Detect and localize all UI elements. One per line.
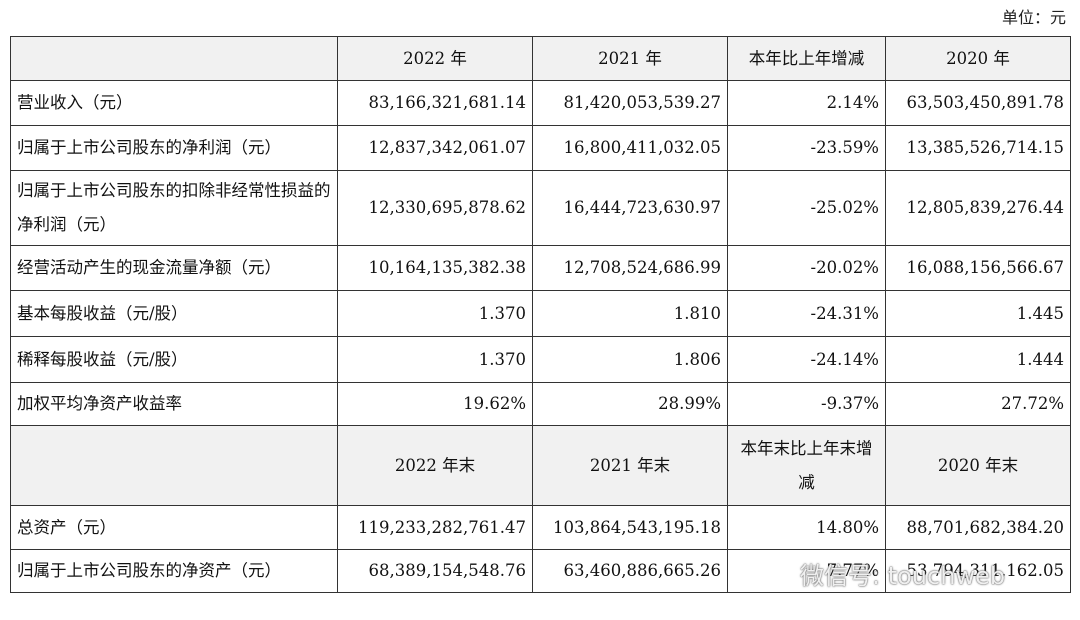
data-row: 加权平均净资产收益率 19.62% 28.99% -9.37% 27.72% bbox=[10, 382, 1071, 426]
header-row: 2022 年末 2021 年末 本年末比上年末增减 2020 年末 bbox=[10, 425, 1071, 506]
cell: 63,460,886,665.26 bbox=[532, 549, 728, 593]
header-row: 2022 年 2021 年本年比上年增减 2020 年 bbox=[10, 36, 1071, 81]
financial-table: 2022 年 2021 年本年比上年增减 2020 年营业收入（元） 83,166,3… bbox=[10, 36, 1071, 593]
cell: 营业收入（元） bbox=[10, 80, 338, 126]
cell: 12,837,342,061.07 bbox=[337, 125, 533, 171]
cell: 12,330,695,878.62 bbox=[337, 170, 533, 246]
cell: 83,166,321,681.14 bbox=[337, 80, 533, 126]
unit-label: 单位：元 bbox=[1001, 8, 1066, 27]
cell: 基本每股收益（元/股） bbox=[10, 290, 338, 337]
cell: 63,503,450,891.78 bbox=[885, 80, 1071, 126]
cell: 27.72% bbox=[885, 382, 1071, 426]
cell: 7.77% bbox=[727, 549, 886, 593]
cell: 103,864,543,195.18 bbox=[532, 505, 728, 550]
cell: -24.31% bbox=[727, 290, 886, 337]
cell: 13,385,526,714.15 bbox=[885, 125, 1071, 171]
cell: 2020 年末 bbox=[885, 425, 1071, 506]
cell: -23.59% bbox=[727, 125, 886, 171]
cell: 2.14% bbox=[727, 80, 886, 126]
data-row: 基本每股收益（元/股） 1.370 1.810 -24.31% 1.445 bbox=[10, 290, 1071, 337]
cell: 本年末比上年末增减 bbox=[727, 425, 886, 506]
cell: 16,088,156,566.67 bbox=[885, 245, 1071, 291]
cell: 加权平均净资产收益率 bbox=[10, 382, 338, 426]
cell: 1.444 bbox=[885, 336, 1071, 383]
data-row: 稀释每股收益（元/股） 1.370 1.806 -24.14% 1.444 bbox=[10, 336, 1071, 383]
data-row: 归属于上市公司股东的净利润（元） 12,837,342,061.07 16,800,… bbox=[10, 125, 1071, 171]
cell: 总资产（元） bbox=[10, 505, 338, 550]
cell: 88,701,682,384.20 bbox=[885, 505, 1071, 550]
cell: 119,233,282,761.47 bbox=[337, 505, 533, 550]
data-row: 总资产（元） 119,233,282,761.47 103,864,543,195.… bbox=[10, 505, 1071, 550]
cell: 12,805,839,276.44 bbox=[885, 170, 1071, 246]
cell: 2021 年 bbox=[532, 36, 728, 81]
cell: -9.37% bbox=[727, 382, 886, 426]
cell: 1.810 bbox=[532, 290, 728, 337]
cell: 2022 年 bbox=[337, 36, 533, 81]
cell: 28.99% bbox=[532, 382, 728, 426]
data-row: 归属于上市公司股东的扣除非经常性损益的净利润（元） 12,330,695,878.… bbox=[10, 170, 1071, 246]
cell: 归属于上市公司股东的净资产（元） bbox=[10, 549, 338, 593]
data-row: 经营活动产生的现金流量净额（元） 10,164,135,382.38 12,708,… bbox=[10, 245, 1071, 291]
data-row: 归属于上市公司股东的净资产（元） 68,389,154,548.76 63,460,… bbox=[10, 549, 1071, 593]
cell: 稀释每股收益（元/股） bbox=[10, 336, 338, 383]
watermark: 微信号: touchweb bbox=[800, 562, 1006, 590]
cell: 2022 年末 bbox=[337, 425, 533, 506]
cell: 19.62% bbox=[337, 382, 533, 426]
cell: 归属于上市公司股东的扣除非经常性损益的净利润（元） bbox=[10, 170, 338, 246]
cell: 1.370 bbox=[337, 290, 533, 337]
cell: 14.80% bbox=[727, 505, 886, 550]
cell: 本年比上年增减 bbox=[727, 36, 886, 81]
cell: 1.445 bbox=[885, 290, 1071, 337]
cell: 16,800,411,032.05 bbox=[532, 125, 728, 171]
cell: 1.806 bbox=[532, 336, 728, 383]
cell bbox=[10, 36, 338, 81]
cell: 68,389,154,548.76 bbox=[337, 549, 533, 593]
cell bbox=[10, 425, 338, 506]
cell: 1.370 bbox=[337, 336, 533, 383]
cell: 归属于上市公司股东的净利润（元） bbox=[10, 125, 338, 171]
cell: 经营活动产生的现金流量净额（元） bbox=[10, 245, 338, 291]
cell: 16,444,723,630.97 bbox=[532, 170, 728, 246]
data-row: 营业收入（元） 83,166,321,681.14 81,420,053,539.2… bbox=[10, 80, 1071, 126]
cell: -25.02% bbox=[727, 170, 886, 246]
cell: 81,420,053,539.27 bbox=[532, 80, 728, 126]
cell: 2021 年末 bbox=[532, 425, 728, 506]
cell: 10,164,135,382.38 bbox=[337, 245, 533, 291]
cell: 53,794,311,162.05 bbox=[885, 549, 1071, 593]
cell: 12,708,524,686.99 bbox=[532, 245, 728, 291]
cell: 2020 年 bbox=[885, 36, 1071, 81]
cell: -20.02% bbox=[727, 245, 886, 291]
cell: -24.14% bbox=[727, 336, 886, 383]
